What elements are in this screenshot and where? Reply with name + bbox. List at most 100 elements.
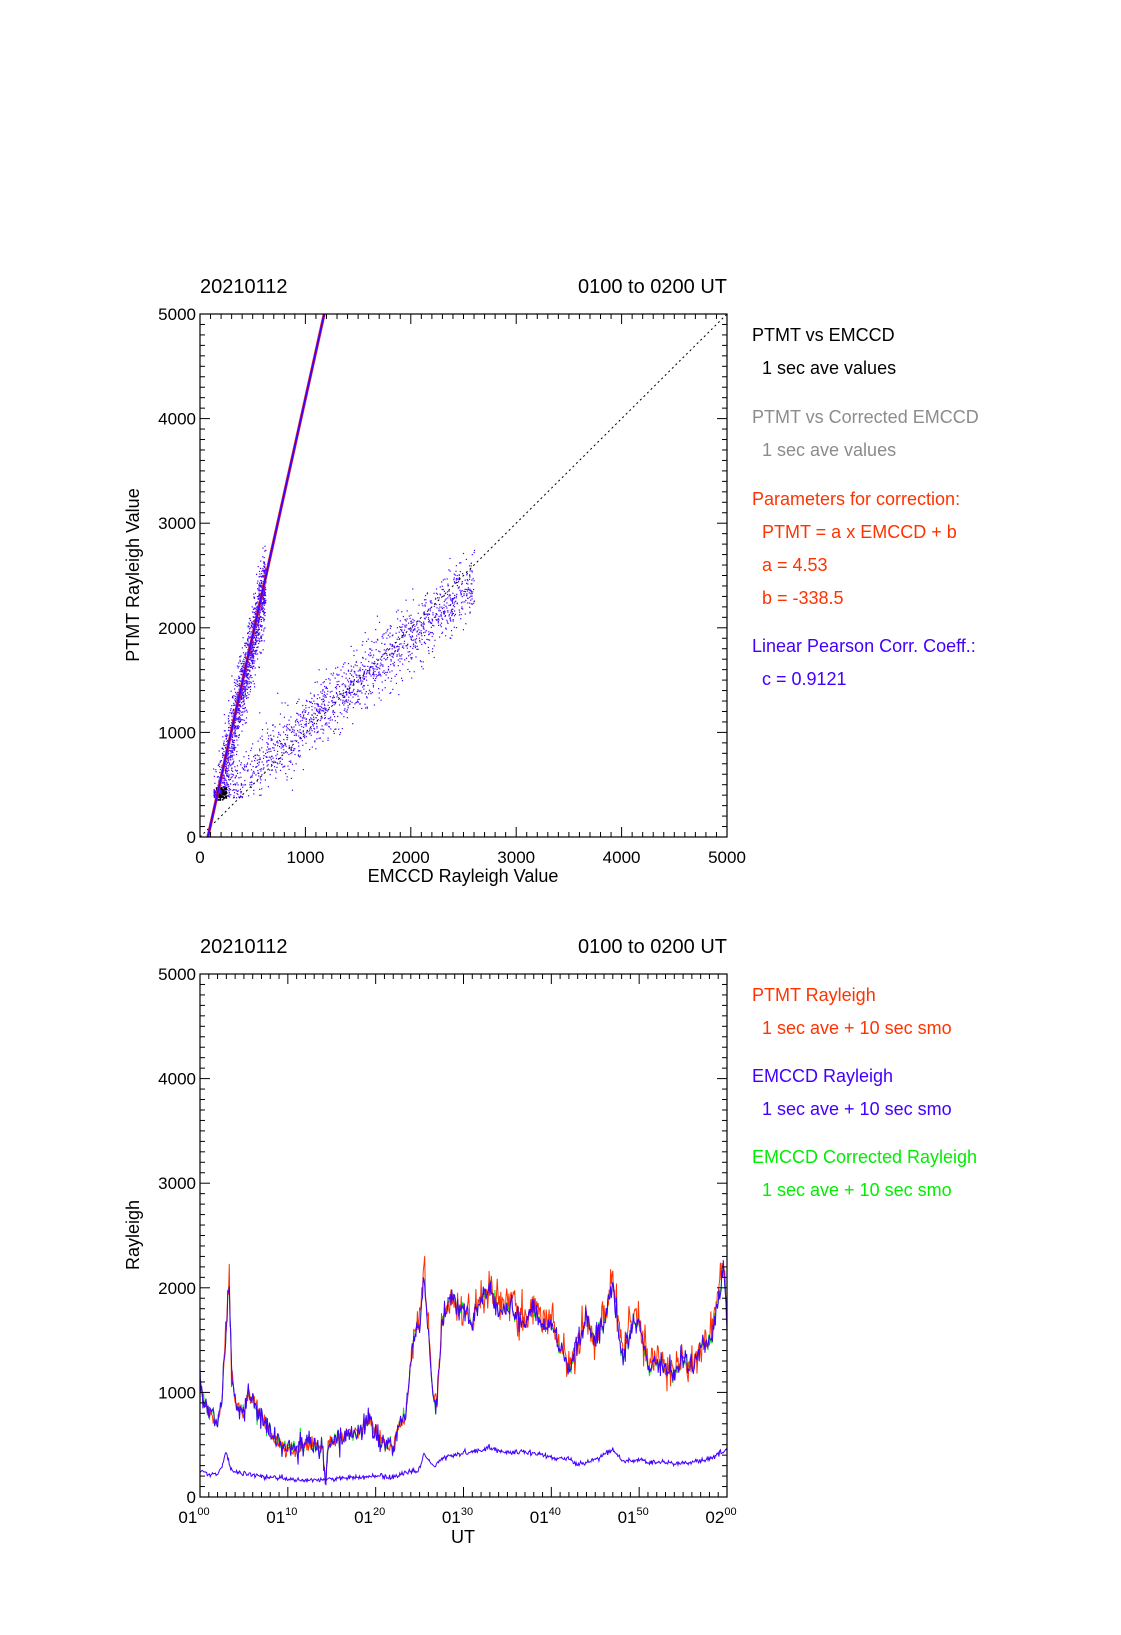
scatter-point <box>348 677 351 679</box>
scatter-point <box>345 693 348 695</box>
scatter-point <box>393 665 395 667</box>
scatter-point <box>257 622 259 624</box>
scatter-point <box>266 760 268 762</box>
scatter-point <box>291 746 293 748</box>
scatter-point <box>235 718 237 720</box>
scatter-point <box>321 710 323 712</box>
scatter-point <box>227 760 229 762</box>
scatter-point <box>258 633 260 635</box>
scatter-point <box>324 704 326 707</box>
scatter-point <box>473 549 476 551</box>
scatter-point <box>226 736 228 738</box>
scatter-point <box>221 782 223 784</box>
scatter-point <box>424 614 426 616</box>
scatter-point-black <box>225 791 227 793</box>
scatter-point <box>276 741 278 743</box>
scatter-point <box>302 710 304 712</box>
scatter-point <box>248 758 250 760</box>
scatter-point <box>220 785 222 787</box>
scatter-point <box>454 594 456 597</box>
scatter-point <box>266 765 268 767</box>
scatter-point <box>219 792 221 794</box>
scatter-point <box>308 700 311 703</box>
scatter-point <box>338 674 340 676</box>
scatter-point <box>309 749 311 751</box>
scatter-point <box>260 560 262 562</box>
scatter-point <box>261 605 263 607</box>
scatter-point <box>366 707 368 709</box>
scatter-point <box>441 585 443 587</box>
scatter-point <box>376 663 378 665</box>
scatter-point <box>247 626 249 628</box>
scatter-point <box>264 615 266 617</box>
scatter-point <box>242 786 244 788</box>
scatter-point <box>357 695 359 697</box>
scatter-point <box>214 794 216 796</box>
scatter-point <box>263 611 265 613</box>
scatter-point <box>261 576 263 578</box>
scatter-point <box>375 677 377 679</box>
scatter-point <box>262 576 264 578</box>
scatter-point <box>433 592 435 594</box>
scatter-point <box>344 686 346 688</box>
scatter-point <box>348 690 350 692</box>
scatter-point <box>341 728 343 730</box>
scatter-point <box>279 769 282 771</box>
scatter-point <box>224 782 226 784</box>
scatter-point <box>389 671 391 673</box>
scatter-point <box>259 583 261 585</box>
scatter-point <box>232 789 234 791</box>
scatter-point <box>408 622 410 624</box>
scatter-point <box>259 788 261 790</box>
scatter-point <box>436 619 438 621</box>
scatter-point <box>225 771 227 773</box>
scatter-point <box>410 636 412 639</box>
scatter-point <box>403 640 406 642</box>
scatter-point <box>225 737 228 740</box>
scatter-point <box>452 605 454 607</box>
scatter-point <box>378 621 381 623</box>
scatter-point <box>213 795 215 797</box>
scatter-point <box>230 755 233 757</box>
scatter-point <box>449 594 451 596</box>
scatter-point <box>357 699 359 701</box>
legend-entry: PTMT vs Corrected EMCCD <box>752 407 979 427</box>
scatter-point <box>349 673 351 675</box>
scatter-point <box>418 629 420 631</box>
scatter-point <box>354 703 356 705</box>
scatter-point <box>287 765 289 767</box>
scatter-point <box>409 671 411 673</box>
scatter-point <box>415 656 417 658</box>
scatter-point <box>473 551 475 554</box>
scatter-point <box>230 754 232 756</box>
scatter-point <box>262 751 264 753</box>
scatter-point <box>401 658 403 660</box>
scatter-point <box>234 783 236 785</box>
scatter-point <box>301 740 303 742</box>
scatter-point <box>229 756 231 758</box>
scatter-point <box>424 604 426 606</box>
scatter-point <box>245 722 247 724</box>
scatter-point <box>443 600 445 603</box>
scatter-point <box>252 656 254 659</box>
scatter-point <box>449 597 451 599</box>
scatter-point <box>260 610 262 612</box>
scatter-point <box>277 763 279 765</box>
scatter-point <box>256 582 258 584</box>
scatter-point <box>455 579 457 581</box>
scatter-point <box>233 744 235 746</box>
scatter-point <box>421 603 423 605</box>
scatter-point <box>345 701 347 703</box>
scatter-point <box>387 656 389 659</box>
scatter-point <box>233 728 236 730</box>
scatter-point <box>333 716 336 718</box>
scatter-point <box>269 748 271 750</box>
scatter-point <box>466 594 468 596</box>
scatter-point <box>246 681 249 683</box>
scatter-point <box>283 752 285 754</box>
scatter-point <box>378 667 380 669</box>
scatter-point <box>266 746 269 748</box>
scatter-point <box>420 633 422 635</box>
scatter-point <box>240 776 242 778</box>
scatter-point <box>469 611 471 613</box>
